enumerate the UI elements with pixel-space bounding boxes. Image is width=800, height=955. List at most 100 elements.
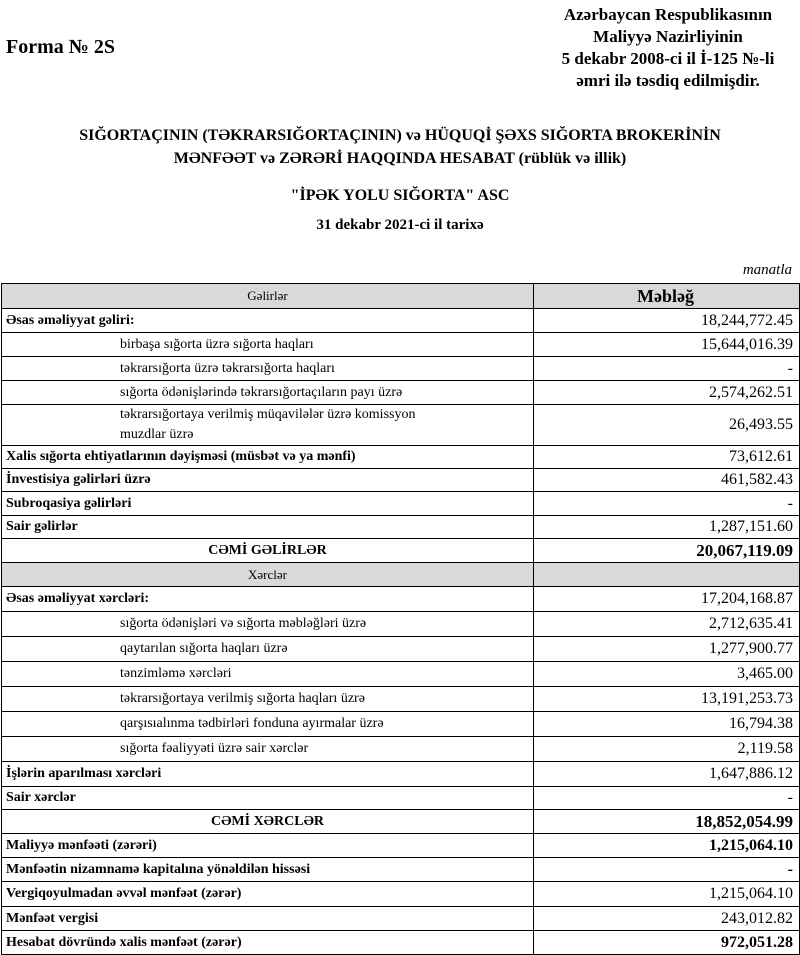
table-row: Hesabat dövründə xalis mənfəət (zərər) 97… bbox=[1, 930, 800, 955]
row-label: Mənfəət vergisi bbox=[1, 906, 534, 931]
label-text: CƏMİ XƏRCLƏR bbox=[210, 813, 325, 829]
label-text: Əsas əməliyyat gəliri: bbox=[6, 312, 135, 328]
amount-text: 2,574,262.51 bbox=[709, 383, 793, 401]
table-row: təkrarsığortaya verilmiş sığorta haqları… bbox=[1, 686, 800, 712]
row-amount: - bbox=[533, 491, 800, 516]
label-text: qarşısıalınma tədbirləri fonduna ayırmal… bbox=[120, 716, 384, 731]
row-label: Əsas əməliyyat xərcləri: bbox=[1, 586, 534, 612]
row-amount: 15,644,016.39 bbox=[533, 332, 800, 357]
amount-text: 1,647,886.12 bbox=[709, 765, 793, 782]
table-row: sığorta ödənişləri və sığorta məbləğləri… bbox=[1, 611, 800, 637]
label-text: İnvestisiya gəlirləri üzrə bbox=[6, 472, 151, 487]
row-amount: 20,067,119.09 bbox=[533, 538, 800, 563]
table-row: qaytarılan sığorta haqları üzrə 1,277,900… bbox=[1, 636, 800, 662]
amount-text: 1,287,151.60 bbox=[709, 518, 793, 535]
amount-text: 13,191,253.73 bbox=[701, 690, 793, 707]
label-text: Gəlirlər bbox=[247, 288, 288, 303]
row-amount: 3,465.00 bbox=[533, 661, 800, 687]
label-text: təkrarsığortaya verilmiş müqavilələr üzr… bbox=[120, 407, 416, 442]
label-text: sığorta fəaliyyəti üzrə sair xərclər bbox=[120, 741, 309, 756]
row-label: Sair xərclər bbox=[1, 786, 534, 810]
row-label: qaytarılan sığorta haqları üzrə bbox=[1, 636, 534, 662]
label-text: Hesabat dövründə xalis mənfəət (zərər) bbox=[6, 934, 242, 950]
row-label: sığorta fəaliyyəti üzrə sair xərclər bbox=[1, 736, 534, 762]
approval-line: Azərbaycan Respublikasının bbox=[563, 5, 773, 24]
table-row: qarşısıalınma tədbirləri fonduna ayırmal… bbox=[1, 711, 800, 737]
amount-text: Məbləğ bbox=[637, 285, 694, 306]
label-text: qaytarılan sığorta haqları üzrə bbox=[120, 641, 288, 656]
table-row: Xərclər bbox=[1, 562, 800, 587]
row-amount: 1,287,151.60 bbox=[533, 515, 800, 539]
row-label: Maliyyə mənfəəti (zərəri) bbox=[1, 833, 534, 858]
table-row: təkrarsığorta üzrə təkrarsığorta haqları… bbox=[1, 356, 800, 381]
amount-text: - bbox=[787, 860, 793, 878]
row-amount: 2,119.58 bbox=[533, 736, 800, 762]
row-amount: 1,647,886.12 bbox=[533, 761, 800, 787]
table-row: İşlərin aparılması xərcləri 1,647,886.12 bbox=[1, 761, 800, 787]
label-text: sığorta ödənişlərində təkrarsığortaçılar… bbox=[120, 384, 403, 400]
row-label: Xərclər bbox=[1, 562, 534, 587]
amount-text: 2,712,635.41 bbox=[709, 615, 793, 632]
label-text: Mənfəət vergisi bbox=[6, 910, 99, 926]
row-amount: 26,493.55 bbox=[533, 404, 800, 446]
label-text: Əsas əməliyyat xərcləri: bbox=[6, 591, 150, 606]
amount-text: 243,012.82 bbox=[721, 909, 793, 927]
amount-text: 972,051.28 bbox=[721, 933, 793, 951]
report-date: 31 dekabr 2021-ci il tarixə bbox=[316, 217, 484, 233]
label-text: Sair xərclər bbox=[6, 790, 76, 805]
table-row: Gəlirlər Məbləğ bbox=[1, 283, 800, 309]
amount-text: 2,119.58 bbox=[737, 740, 793, 757]
title-line: SIĞORTAÇININ (TƏKRARSIĞORTAÇININ) və HÜQ… bbox=[79, 127, 721, 144]
approval-line: 5 dekabr 2008-ci il İ-125 №-li bbox=[561, 49, 775, 68]
table-row: tənzimləmə xərcləri 3,465.00 bbox=[1, 661, 800, 687]
row-label: sığorta ödənişlərində təkrarsığortaçılar… bbox=[1, 380, 534, 405]
row-amount: - bbox=[533, 786, 800, 810]
row-label: CƏMİ XƏRCLƏR bbox=[1, 809, 534, 834]
row-label: Hesabat dövründə xalis mənfəət (zərər) bbox=[1, 930, 534, 955]
row-label: Subroqasiya gəlirləri bbox=[1, 491, 534, 516]
table-row: Əsas əməliyyat gəliri: 18,244,772.45 bbox=[1, 308, 800, 333]
row-label: Mənfəətin nizamnamə kapitalına yönəldilə… bbox=[1, 857, 534, 882]
report-table: Gəlirlər Məbləğ Əsas əməliyyat gəliri: 18,2… bbox=[1, 283, 800, 955]
label-text: birbaşa sığorta üzrə sığorta haqları bbox=[120, 336, 314, 352]
label-text: Maliyyə mənfəəti (zərəri) bbox=[6, 837, 157, 853]
row-label: təkrarsığorta üzrə təkrarsığorta haqları bbox=[1, 356, 534, 381]
table-row: CƏMİ XƏRCLƏR 18,852,054.99 bbox=[1, 809, 800, 834]
row-label: tənzimləmə xərcləri bbox=[1, 661, 534, 687]
row-amount: 1,277,900.77 bbox=[533, 636, 800, 662]
label-text: Xalis sığorta ehtiyatlarının dəyişməsi (… bbox=[6, 449, 356, 464]
table-row: CƏMİ GƏLİRLƏR 20,067,119.09 bbox=[1, 538, 800, 563]
table-row: Subroqasiya gəlirləri - bbox=[1, 491, 800, 516]
table-row: təkrarsığortaya verilmiş müqavilələr üzr… bbox=[1, 404, 800, 446]
approval-line: əmri ilə təsdiq edilmişdir. bbox=[576, 71, 760, 90]
table-row: sığorta fəaliyyəti üzrə sair xərclər 2,11… bbox=[1, 736, 800, 762]
row-label: Vergiqoyulmadan əvvəl mənfəət (zərər) bbox=[1, 881, 534, 907]
label-text: Vergiqoyulmadan əvvəl mənfəət (zərər) bbox=[6, 886, 242, 901]
amount-text: 17,204,168.87 bbox=[701, 590, 793, 607]
row-label: Sair gəlirlər bbox=[1, 515, 534, 539]
table-row: Mənfəət vergisi 243,012.82 bbox=[1, 906, 800, 931]
label-text: Xərclər bbox=[248, 566, 287, 582]
row-amount: Məbləğ bbox=[533, 283, 800, 309]
amount-text: 1,277,900.77 bbox=[709, 640, 793, 657]
row-amount: 2,574,262.51 bbox=[533, 380, 800, 405]
company: "İPƏK YOLU SIĞORTA" ASC bbox=[290, 187, 510, 204]
amount-text: 1,215,064.10 bbox=[709, 885, 793, 902]
table-row: Mənfəətin nizamnamə kapitalına yönəldilə… bbox=[1, 857, 800, 882]
amount-text: 15,644,016.39 bbox=[701, 335, 793, 353]
table-row: Sair xərclər - bbox=[1, 786, 800, 810]
amount-text: 26,493.55 bbox=[729, 416, 793, 433]
table-row: Sair gəlirlər 1,287,151.60 bbox=[1, 515, 800, 539]
table-row: İnvestisiya gəlirləri üzrə 461,582.43 bbox=[1, 468, 800, 492]
row-label: CƏMİ GƏLİRLƏR bbox=[1, 538, 534, 563]
row-amount: - bbox=[533, 356, 800, 381]
amount-text: 16,794.38 bbox=[729, 715, 793, 732]
row-amount: - bbox=[533, 857, 800, 882]
row-amount: 1,215,064.10 bbox=[533, 833, 800, 858]
row-label: İnvestisiya gəlirləri üzrə bbox=[1, 468, 534, 492]
row-label: təkrarsığortaya verilmiş sığorta haqları… bbox=[1, 686, 534, 712]
row-label: Gəlirlər bbox=[1, 283, 534, 309]
amount-text: 18,852,054.99 bbox=[695, 811, 793, 831]
row-amount: 1,215,064.10 bbox=[533, 881, 800, 907]
